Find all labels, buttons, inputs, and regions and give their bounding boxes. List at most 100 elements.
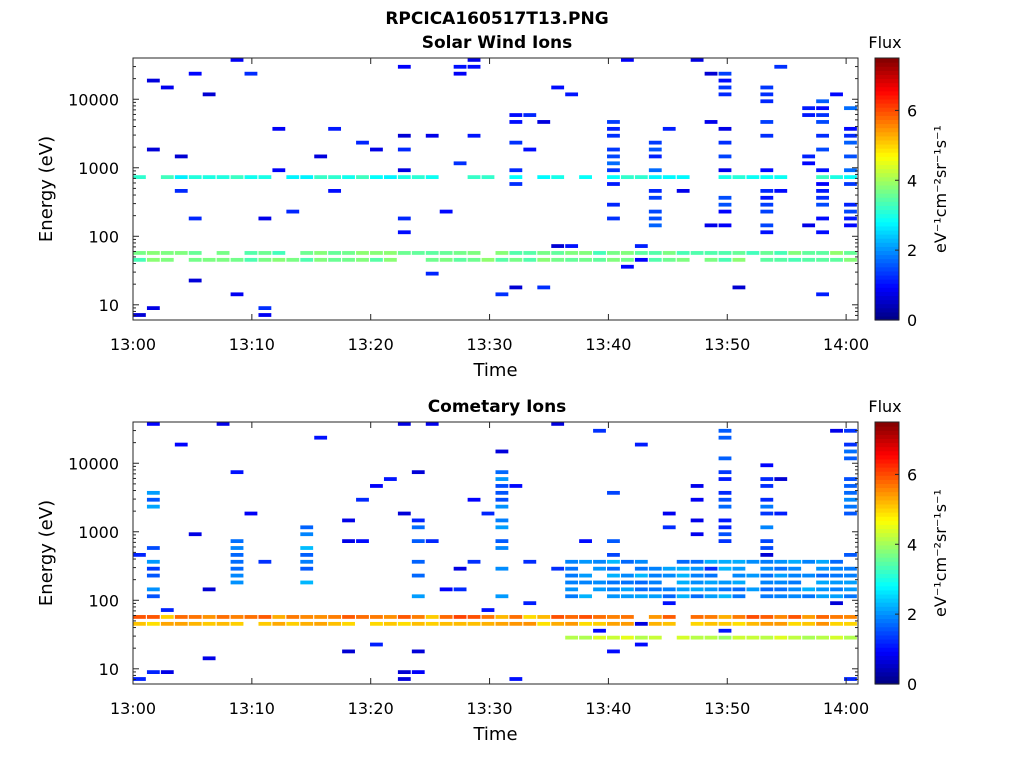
heatmap-cell [133, 677, 146, 681]
heatmap-cell [816, 202, 829, 207]
heatmap-cell [188, 175, 202, 179]
heatmap-cell [816, 230, 829, 235]
colorbar-segment [875, 311, 899, 317]
heatmap-cell [439, 621, 453, 626]
heatmap-cell [607, 539, 620, 543]
colorbar-segment [875, 107, 899, 112]
heatmap-cell [300, 251, 314, 255]
colorbar-label: Flux [868, 397, 901, 416]
heatmap-cell [439, 209, 453, 214]
heatmap-cell [146, 573, 160, 578]
heatmap-cell [802, 621, 816, 626]
heatmap-cell [704, 257, 718, 262]
heatmap-cell [760, 99, 774, 104]
heatmap-cell [328, 126, 342, 131]
heatmap-cell [607, 580, 620, 585]
heatmap-cell [537, 615, 551, 619]
heatmap-cell [788, 580, 802, 585]
heatmap-cell [816, 99, 829, 104]
heatmap-cell [760, 573, 774, 578]
heatmap-cell [133, 621, 146, 626]
heatmap-cell [788, 621, 802, 626]
heatmap-cell [816, 559, 829, 564]
colorbar-segment [875, 663, 899, 669]
colorbar-segment [875, 160, 899, 166]
colorbar-segment [875, 180, 899, 186]
heatmap-cell [774, 511, 788, 516]
colorbar-segment [875, 197, 899, 202]
heatmap-cell [662, 525, 676, 530]
heatmap-cell [537, 285, 551, 290]
colorbar-segment [875, 229, 899, 235]
heatmap-cell [676, 587, 690, 592]
heatmap-cell [648, 189, 662, 193]
heatmap-cell [844, 635, 857, 640]
heatmap-cell [258, 175, 272, 179]
colorbar-segment [875, 62, 899, 67]
heatmap-cell [662, 601, 676, 606]
heatmap-cell [676, 573, 690, 578]
heatmap-cell [760, 566, 774, 571]
heatmap-cell [565, 594, 579, 599]
heatmap-cell [607, 168, 620, 173]
heatmap-cell [690, 573, 704, 578]
colorbar-segment [875, 540, 899, 546]
heatmap-cell [356, 140, 369, 145]
heatmap-cell [258, 621, 272, 626]
colorbar-segment [875, 103, 899, 108]
colorbar-units: eV⁻¹cm⁻²sr⁻¹s⁻¹ [931, 125, 950, 253]
heatmap-cell [788, 566, 802, 571]
heatmap-cell [760, 223, 774, 228]
heatmap-cell [286, 175, 300, 179]
heatmap-cell [286, 257, 300, 262]
colorbar-segment [875, 507, 899, 513]
heatmap-cell [774, 635, 788, 640]
colorbar-segment [875, 565, 899, 570]
colorbar-segment [875, 74, 899, 80]
heatmap-cell [216, 251, 230, 255]
heatmap-cell [830, 559, 843, 564]
colorbar-segment [875, 274, 899, 280]
heatmap-cell [718, 223, 732, 228]
x-tick-label: 13:00 [110, 699, 156, 718]
heatmap-cell [523, 257, 537, 262]
heatmap-cell [676, 559, 690, 564]
y-axis-label: Energy (eV) [36, 136, 57, 242]
heatmap-cell [607, 621, 620, 626]
colorbar-segment [875, 450, 899, 456]
heatmap-cell [830, 615, 843, 619]
heatmap-cell [690, 566, 704, 571]
colorbar-label: Flux [868, 33, 901, 52]
heatmap-cell [676, 566, 690, 571]
heatmap-cell [537, 251, 551, 255]
heatmap-cell [844, 126, 857, 131]
heatmap-cell [523, 113, 537, 117]
colorbar-segment [875, 217, 899, 223]
heatmap-cell [146, 306, 160, 310]
heatmap-cell [816, 587, 829, 592]
heatmap-cell [607, 182, 620, 186]
heatmap-cell [286, 209, 300, 214]
heatmap-cell [718, 566, 732, 571]
colorbar-segment [875, 589, 899, 595]
heatmap-cell [704, 594, 718, 599]
heatmap-cell [634, 635, 648, 640]
heatmap-cell [648, 566, 662, 571]
colorbar-segment [875, 626, 899, 632]
y-tick-label: 10000 [68, 454, 119, 473]
heatmap-cell [607, 147, 620, 152]
x-tick-label: 13:50 [704, 699, 750, 718]
heatmap-cell [704, 621, 718, 626]
y-tick-label: 1000 [78, 523, 119, 542]
heatmap-cell [607, 553, 620, 557]
heatmap-cell [565, 92, 579, 97]
panel-title: Solar Wind Ions [422, 33, 573, 53]
colorbar-segment [875, 90, 899, 96]
heatmap-cell [718, 532, 732, 537]
heatmap-cell [816, 566, 829, 571]
heatmap-cell [648, 621, 662, 626]
colorbar-segment [875, 213, 899, 219]
colorbar: 0 2 4 6 Flux eV⁻¹cm⁻²sr⁻¹s⁻¹ [868, 397, 950, 694]
heatmap-cell [523, 601, 537, 606]
colorbar-segment [875, 634, 899, 640]
